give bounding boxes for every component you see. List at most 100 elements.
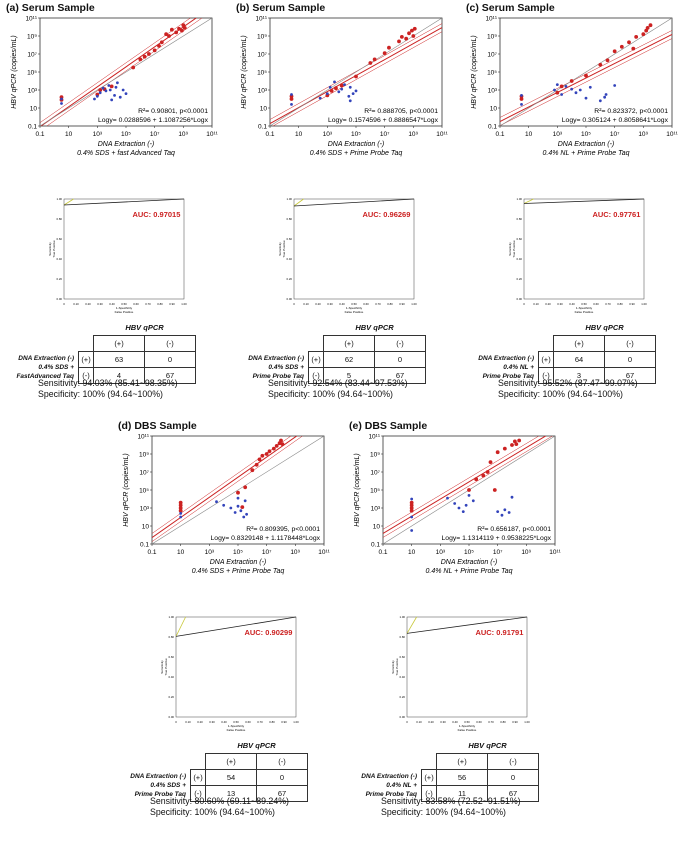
data-point-red (514, 442, 519, 446)
table-cell: (+) (436, 752, 488, 770)
data-point-red (236, 490, 240, 495)
roc-x-tick: 0.70 (375, 302, 381, 306)
table-cell: 64 (553, 350, 605, 368)
roc-x-tick: 0 (406, 720, 408, 724)
roc-y-tick: 0.00 (57, 297, 63, 301)
x-tick-label: 10⁷ (493, 549, 503, 556)
data-point-red (131, 65, 136, 70)
y-tick-label: 10 (260, 106, 268, 113)
data-point-blue (613, 84, 617, 87)
data-point-red (169, 27, 174, 32)
roc-frame (406, 616, 528, 718)
data-point-blue (236, 496, 240, 500)
roc-y-tick: 1.00 (287, 197, 293, 201)
x-axis-sublabel: 0.4% NL + Prime Probe Taq (426, 568, 513, 575)
table-spacer (309, 320, 324, 335)
sensitivity-text: Sensitivity: 80.60% (69.11~89.24%) (150, 796, 289, 806)
ci-line-upper (270, 23, 442, 120)
roc-x-tick: 0.70 (257, 720, 263, 724)
y-tick-label: 10³ (140, 506, 150, 513)
data-point-red (339, 83, 344, 88)
roc-x-tick: 0.90 (281, 720, 287, 724)
data-point-red (627, 40, 631, 45)
stats-block: Sensitivity: 80.60% (69.11~89.24%) Specif… (150, 796, 289, 818)
table-cell: (+) (93, 334, 145, 352)
auc-label: AUC: 0.91791 (475, 628, 523, 637)
table-cell: 0 (604, 350, 656, 368)
row-label-line: 0.4% SDS + (38, 363, 74, 371)
stats-block: Sensitivity: 83.58% (72.52~91.51%) Specif… (381, 796, 521, 818)
data-point-blue (354, 89, 358, 93)
data-point-blue (239, 509, 243, 513)
table-header: HBV qPCR (237, 740, 276, 750)
data-point-blue (93, 97, 96, 101)
data-point-blue (496, 510, 500, 513)
x-tick-label: 10⁹ (521, 549, 531, 556)
y-tick-label: 10⁵ (139, 488, 149, 495)
data-point-red (410, 28, 414, 33)
x-tick-label: 10⁹ (178, 131, 188, 138)
data-point-red (329, 89, 334, 93)
data-point-red (510, 443, 514, 447)
roc-reference-line (63, 198, 74, 206)
data-point-red (280, 442, 285, 446)
data-point-blue (325, 92, 329, 95)
specificity-text: Specificity: 100% (94.64~100%) (381, 807, 506, 817)
roc-x-tick: 0.90 (169, 302, 175, 306)
data-point-red (157, 44, 161, 48)
data-point-blue (584, 96, 588, 100)
roc-y-tick: 0.80 (287, 217, 293, 221)
roc-reference-line (523, 198, 534, 204)
data-point-red (279, 438, 283, 443)
ci-line-upper (40, 18, 191, 123)
table-cell: 63 (93, 350, 145, 368)
x-tick-label: 10⁵ (351, 131, 361, 138)
table-spacer (2, 335, 79, 351)
sensitivity-text: Sensitivity: 83.58% (72.52~91.51%) (381, 796, 521, 806)
roc-x-tick: 0.80 (157, 302, 163, 306)
roc-x-tick: 0.70 (145, 302, 151, 306)
roc-x-label: 1-Specificity (346, 306, 363, 310)
data-point-blue (242, 515, 246, 519)
x-tick-label: 10¹¹ (666, 131, 678, 138)
row-label-line: Prime Probe Taq (365, 790, 417, 798)
roc-x-tick: 0.80 (387, 302, 393, 306)
roc-y-tick: 0.40 (400, 675, 406, 679)
panel-title: (b) Serum Sample (236, 2, 326, 14)
row-label-line: 0.4% NL + (503, 363, 534, 371)
table-cell: 0 (256, 768, 308, 786)
data-point-red (271, 446, 276, 451)
x-axis-sublabel: 0.4% SDS + Prime Probe Taq (310, 150, 403, 157)
equation-annotation: Logy= 0.305124 + 0.8058641*Logx (562, 117, 669, 124)
roc-y-tick: 0.60 (287, 237, 293, 241)
equation-annotation: Logy= 0.8329148 + 1.1178448*Logx (211, 535, 321, 542)
roc-x-tick: 0.50 (581, 302, 587, 306)
table-cell: 67 (604, 366, 656, 384)
data-point-blue (60, 102, 63, 105)
data-point-blue (179, 512, 183, 515)
roc-y-tick: 0.00 (400, 715, 406, 719)
x-tick-label: 10 (177, 549, 185, 556)
table-spacer (309, 335, 324, 351)
roc-frame (523, 198, 645, 300)
table-cell: (+) (190, 768, 206, 786)
table-spacer (2, 320, 79, 335)
y-axis-label: HBV qPCR (copies/mL) (123, 453, 130, 527)
row-label: DNA Extraction (-) 0.4% SDS + Prime Probe … (114, 769, 191, 801)
roc-x-label: 1-Specificity (116, 306, 133, 310)
data-point-blue (603, 95, 607, 99)
roc-x-tick: 0.40 (339, 302, 345, 306)
contingency-table: HBV qPCR (+) (-) DNA Extraction (-) 0.4% NL … (462, 320, 656, 384)
roc-x-tick: 0.80 (617, 302, 623, 306)
roc-y-tick: 0.40 (517, 257, 523, 261)
roc-x-tick: 0.30 (97, 302, 103, 306)
data-point-blue (113, 94, 116, 97)
y-tick-label: 0.1 (140, 542, 149, 549)
equation-annotation: Logy= 0.0288596 + 1.1087256*Logx (98, 117, 209, 124)
x-tick-label: 10⁵ (121, 131, 131, 138)
data-point-blue (461, 510, 465, 513)
data-point-red (182, 26, 187, 30)
data-point-blue (343, 83, 346, 86)
table-spacer (232, 335, 309, 351)
x-tick-label: 0.1 (265, 131, 274, 138)
